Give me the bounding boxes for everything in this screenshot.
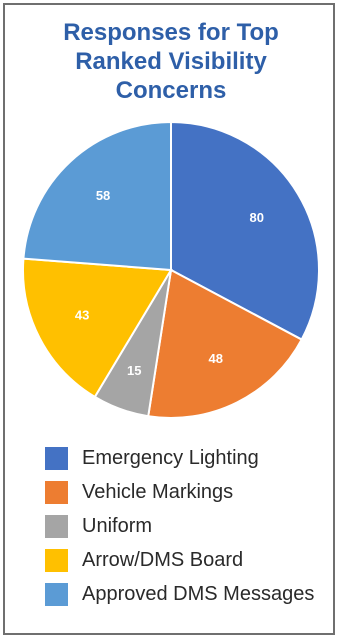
- chart-title-line-1: Responses for Top: [63, 19, 279, 46]
- data-label-arrow-dms-board: 43: [75, 307, 89, 322]
- data-label-emergency-lighting: 80: [249, 210, 263, 225]
- legend-label: Uniform: [82, 514, 153, 537]
- data-label-vehicle-markings: 48: [208, 351, 222, 366]
- legend-swatch: [45, 514, 68, 538]
- data-label-approved-dms-messages: 58: [96, 188, 110, 203]
- legend-label: Arrow/DMS Board: [82, 548, 244, 571]
- pie-slice-emergency-lighting: [170, 120, 320, 341]
- pie-chart: 80 48 15 43 58: [22, 120, 320, 419]
- pie-data-labels: 80 48 15 43 58: [75, 188, 264, 378]
- legend-swatch: [45, 548, 68, 572]
- chart-title: Responses for Top Ranked Visibility Conc…: [0, 18, 342, 105]
- legend-item-arrow-dms-board: Arrow/DMS Board: [45, 543, 335, 577]
- chart-title-line-2: Ranked Visibility: [75, 48, 267, 75]
- legend-item-vehicle-markings: Vehicle Markings: [45, 475, 335, 509]
- legend-label: Vehicle Markings: [82, 480, 234, 503]
- pie-slices: [22, 120, 320, 419]
- legend-swatch: [45, 582, 68, 606]
- chart-legend: Emergency Lighting Vehicle Markings Unif…: [45, 441, 335, 611]
- legend-item-uniform: Uniform: [45, 509, 335, 543]
- pie-slice-arrow-dms-board: [22, 257, 173, 399]
- legend-item-emergency-lighting: Emergency Lighting: [45, 441, 335, 475]
- data-label-uniform: 15: [127, 363, 141, 378]
- legend-swatch: [45, 446, 68, 470]
- legend-label: Approved DMS Messages: [82, 582, 315, 605]
- legend-swatch: [45, 480, 68, 504]
- legend-label: Emergency Lighting: [82, 446, 259, 469]
- legend-item-approved-dms-messages: Approved DMS Messages: [45, 577, 335, 611]
- pie-slice-vehicle-markings: [147, 268, 303, 419]
- chart-title-line-3: Concerns: [115, 77, 227, 104]
- pie-slice-approved-dms-messages: [22, 120, 172, 272]
